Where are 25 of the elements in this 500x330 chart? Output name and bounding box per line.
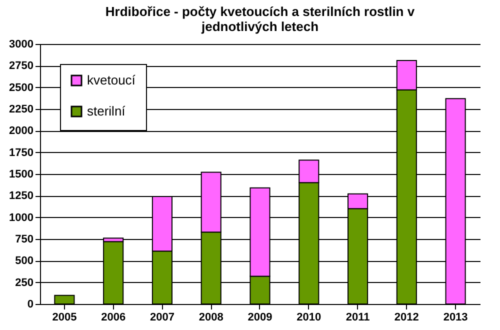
y-tick-label: 2750 <box>9 60 34 72</box>
legend-label: sterilní <box>87 104 126 118</box>
y-tick-label: 500 <box>15 255 34 268</box>
y-tick-label: 1500 <box>9 168 34 180</box>
y-tick-label: 1000 <box>9 212 34 224</box>
y-tick-label: 1750 <box>9 146 34 159</box>
y-tick-label: 2000 <box>9 125 34 138</box>
x-tick-label: 2012 <box>394 312 419 324</box>
x-tick-label: 2009 <box>248 312 272 324</box>
x-tick-label: 2008 <box>198 312 224 324</box>
x-tick-label: 2011 <box>346 312 370 324</box>
chart-title: Hrdibořice - počty kvetoucích a sterilních rostlin v jednotlivých letech <box>105 4 416 34</box>
x-tick-label: 2006 <box>101 312 126 324</box>
x-tick-label: 2010 <box>296 312 322 324</box>
y-tick-label: 2500 <box>9 82 34 94</box>
y-tick-label: 750 <box>15 234 34 246</box>
y-tick-label: 0 <box>27 298 34 310</box>
x-tick-label: 2007 <box>150 312 174 324</box>
legend-label: kvetoucí <box>87 72 136 88</box>
y-tick-label: 250 <box>15 276 34 289</box>
x-tick-label: 2005 <box>52 312 77 324</box>
y-tick-label: 2250 <box>9 104 34 116</box>
x-tick-label: 2013 <box>443 312 468 324</box>
y-tick-label: 3000 <box>9 38 34 50</box>
y-tick-label: 1250 <box>9 190 34 202</box>
